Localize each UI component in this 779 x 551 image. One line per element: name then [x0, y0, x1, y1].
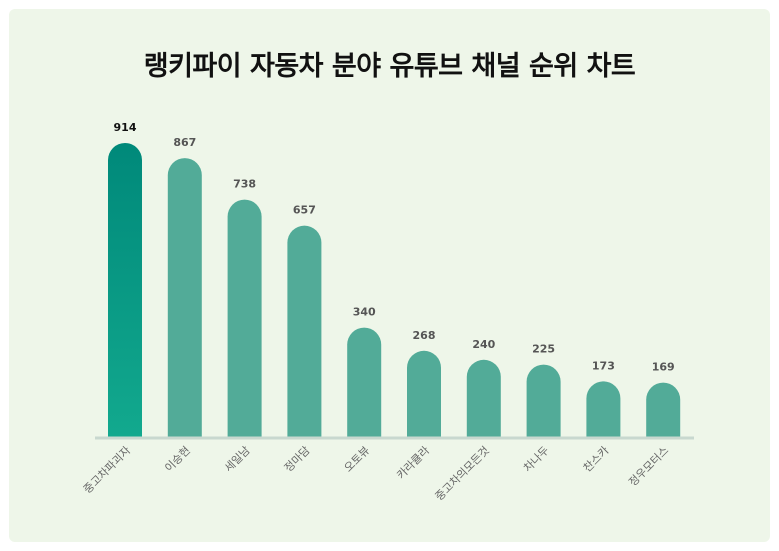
category-label-6: 카라큘라: [394, 444, 432, 482]
bars-group: 914 중고차파괴자 867 이승현 738 세일남 657 정마담 340 오토뷰 268 카라큘라…: [81, 121, 681, 503]
value-label-10: 169: [652, 361, 675, 374]
category-label-5: 오토뷰: [342, 444, 373, 475]
bar-4: [287, 225, 322, 437]
value-label-4: 657: [293, 204, 316, 217]
category-label-1: 중고차파괴자: [81, 444, 133, 496]
category-label-2: 이승현: [162, 444, 193, 475]
bar-1: [108, 143, 142, 437]
bar-7: [466, 359, 501, 437]
value-label-8: 225: [532, 343, 555, 356]
bar-2: [167, 158, 202, 437]
category-label-8: 차나두: [521, 444, 552, 475]
bar-6: [407, 350, 441, 437]
category-label-4: 정마담: [282, 444, 313, 475]
bar-3: [227, 199, 262, 437]
value-label-9: 173: [592, 359, 615, 372]
category-label-10: 정우모터스: [626, 444, 671, 489]
bar-8: [526, 364, 561, 437]
category-label-9: 찬스카: [580, 443, 611, 474]
value-label-7: 240: [472, 338, 495, 351]
category-label-3: 세일남: [221, 443, 252, 474]
value-label-5: 340: [353, 306, 376, 319]
chart-title: 랭키파이 자동차 분야 유튜브 채널 순위 차트: [143, 51, 636, 82]
bar-10: [646, 382, 681, 437]
value-label-2: 867: [173, 136, 196, 149]
bar-9: [586, 381, 621, 437]
value-label-1: 914: [114, 121, 137, 134]
category-label-7: 중고차의모든것: [433, 444, 492, 503]
bar-5: [347, 327, 382, 437]
value-label-3: 738: [233, 178, 256, 191]
value-label-6: 268: [413, 329, 436, 342]
